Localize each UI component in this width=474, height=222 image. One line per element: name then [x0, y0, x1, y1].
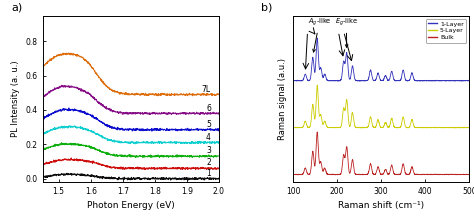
Text: $A_g$-like: $A_g$-like	[308, 16, 331, 52]
Y-axis label: Raman signal (a.u.): Raman signal (a.u.)	[278, 58, 287, 140]
Text: b): b)	[261, 2, 273, 12]
Text: $E_g$-like: $E_g$-like	[335, 16, 358, 47]
Text: 2: 2	[206, 159, 211, 167]
Text: 6: 6	[206, 103, 211, 113]
X-axis label: Raman shift (cm⁻¹): Raman shift (cm⁻¹)	[338, 201, 424, 210]
Text: 4: 4	[206, 133, 211, 142]
Text: 1: 1	[206, 169, 211, 178]
Text: a): a)	[11, 2, 22, 12]
Y-axis label: PL Intensity (a. u.): PL Intensity (a. u.)	[11, 60, 20, 137]
Text: 3: 3	[206, 147, 211, 155]
X-axis label: Photon Energy (eV): Photon Energy (eV)	[87, 201, 175, 210]
Legend: 1-Layer, 5-Layer, Bulk: 1-Layer, 5-Layer, Bulk	[426, 19, 466, 43]
Text: 5: 5	[206, 120, 211, 129]
Text: 7L: 7L	[202, 85, 211, 94]
